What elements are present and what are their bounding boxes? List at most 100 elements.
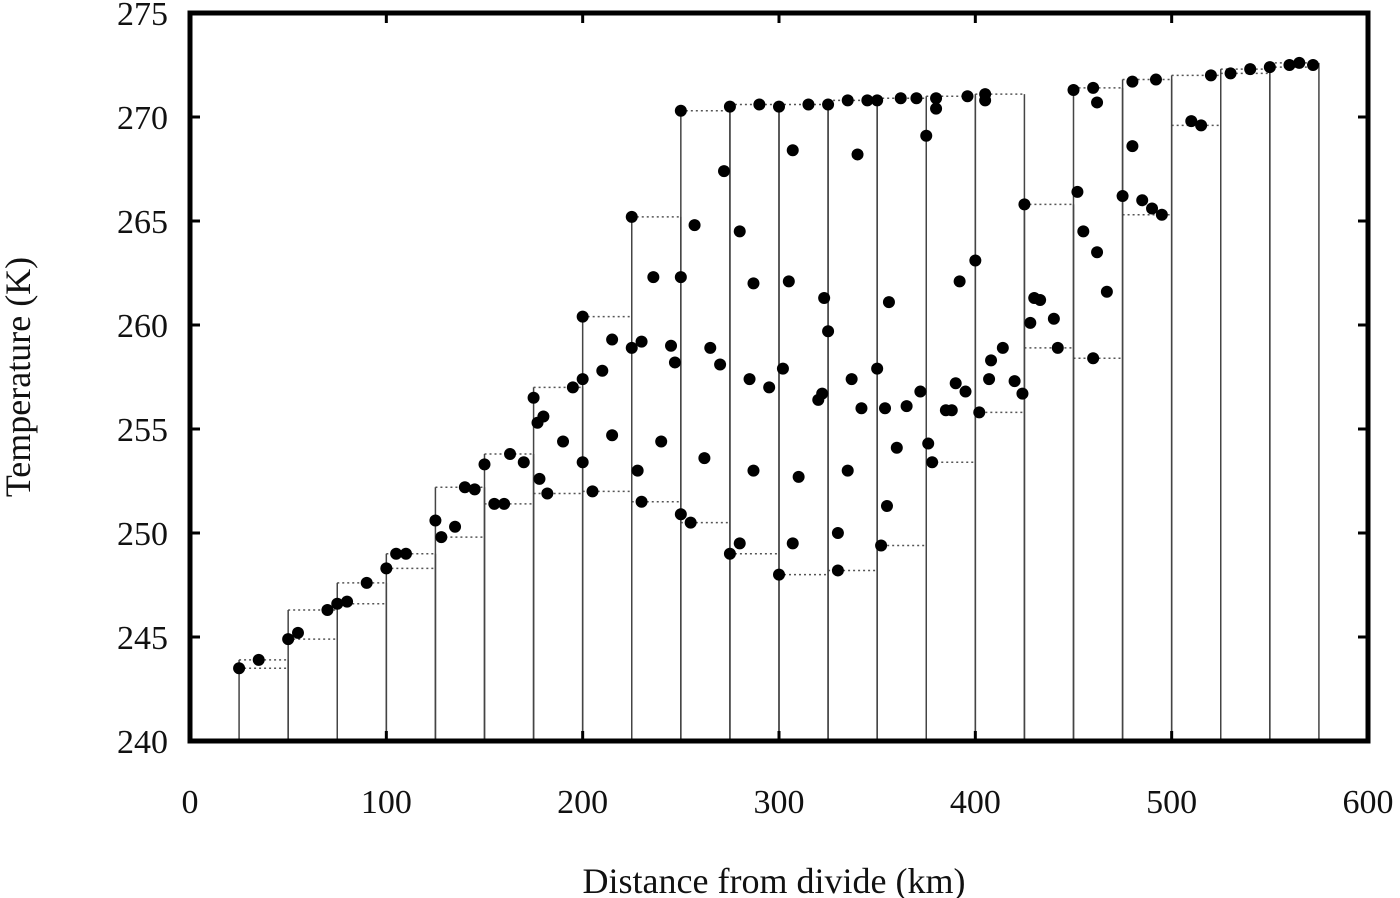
data-point [822,325,835,338]
data-point [537,410,550,423]
data-point [920,129,933,142]
data-point [900,400,913,413]
data-point [983,373,996,386]
data-point [1047,312,1060,325]
data-point [478,458,491,471]
profile-bin [1170,74,1222,741]
data-point [930,92,943,105]
profile-bin [827,99,878,741]
y-tick-label: 250 [117,516,168,553]
data-point [945,404,958,417]
profile-bin [778,103,829,741]
profile-bin [1121,78,1173,741]
data-point [949,377,962,390]
data-point [714,358,727,371]
data-point [517,456,530,469]
data-point [704,341,717,354]
axis-ticks [188,11,1370,743]
profile-bin [729,103,780,741]
data-point [1195,119,1208,132]
data-point [498,497,511,510]
data-point [429,514,442,527]
y-tick-label: 260 [117,308,168,345]
x-tick-label: 400 [950,784,1001,821]
data-point [488,497,501,510]
profile-bin [1269,62,1320,741]
x-tick-label: 0 [182,784,199,821]
profile-bin [631,216,682,741]
data-point [996,341,1009,354]
data-point [684,516,697,529]
data-point [1224,67,1237,80]
data-point [818,291,831,304]
data-point [399,547,412,560]
data-point [841,94,854,107]
data-points [233,56,1320,675]
data-point [698,452,711,465]
data-point [1204,69,1217,82]
x-tick-label: 300 [754,784,805,821]
data-point [733,225,746,238]
data-point [668,356,681,369]
data-point [882,296,895,309]
y-tick-label: 240 [117,724,168,761]
data-point [360,576,373,589]
data-point [973,406,986,419]
data-point [291,626,304,639]
data-point [1018,198,1031,211]
dotted-step-profile [238,62,1320,741]
data-point [871,94,884,107]
data-point [647,271,660,284]
data-point [504,447,517,460]
data-point [625,341,638,354]
data-point [953,275,966,288]
y-tick-label: 265 [117,204,168,241]
data-point [851,148,864,161]
data-point [1008,375,1021,388]
y-tick-label: 245 [117,620,168,657]
data-point [1126,140,1139,153]
data-point [922,437,935,450]
data-point [566,381,579,394]
data-point [688,219,701,232]
data-point [674,508,687,521]
data-point [435,531,448,544]
data-point [331,597,344,610]
profile-bin [1023,203,1075,741]
data-point [961,90,974,103]
data-point [969,254,982,267]
data-point [910,92,923,105]
data-point [1067,83,1080,96]
x-tick-label: 100 [361,784,412,821]
data-point [341,595,354,608]
y-tick-label: 255 [117,412,168,449]
data-point [763,381,776,394]
data-point [1100,285,1113,298]
data-point [723,547,736,560]
y-tick-label: 275 [117,0,168,33]
data-point [1155,208,1168,221]
y-tick-label: 270 [117,100,168,137]
data-point [845,373,858,386]
data-point [606,429,619,442]
data-point [1016,387,1029,400]
data-point [449,520,462,533]
data-point [576,456,589,469]
data-point [841,464,854,477]
data-point [822,98,835,111]
data-point [831,564,844,577]
data-point [959,385,972,398]
profile-bin [1072,87,1124,741]
data-point [930,102,943,115]
data-point [635,335,648,348]
data-point [802,98,815,111]
tick-labels: 0 100 200 300 400 500 600 240 245 250 255 260 265 270… [117,0,1394,821]
data-point [776,362,789,375]
data-point [816,387,829,400]
data-point [782,275,795,288]
x-tick-label: 600 [1343,784,1394,821]
profile-bin [680,110,731,741]
data-point [625,210,638,223]
data-point [557,435,570,448]
